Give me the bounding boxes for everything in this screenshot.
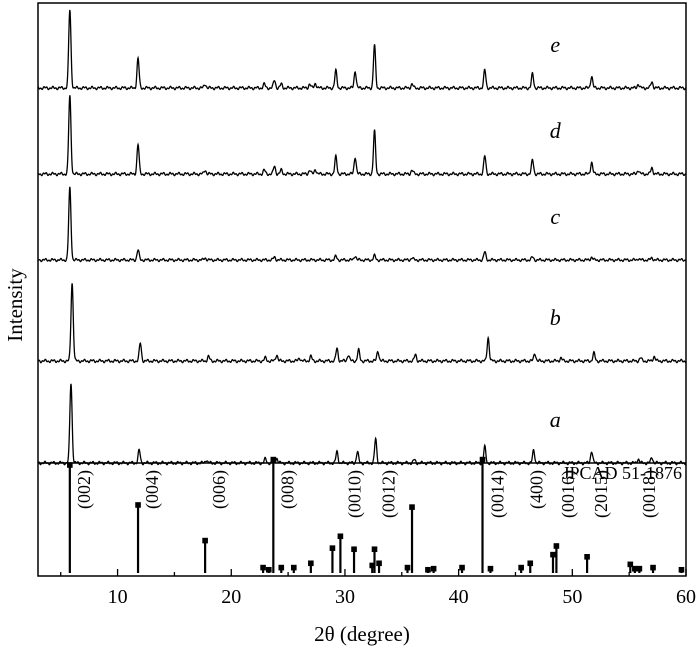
- reference-stick-marker: [650, 564, 656, 571]
- pattern-curves: [37, 9, 687, 466]
- reference-stick-marker: [308, 560, 314, 567]
- reference-stick-marker: [636, 565, 643, 572]
- reference-stick-marker: [518, 564, 524, 571]
- pattern-label-e: e: [550, 32, 560, 57]
- reference-stick-marker: [369, 562, 376, 569]
- reference-stick-marker: [371, 546, 378, 553]
- hkl-label: (0016): [558, 470, 579, 518]
- reference-stick-marker: [376, 560, 382, 567]
- reference-stick-marker: [459, 564, 465, 571]
- reference-stick-marker: [632, 565, 638, 572]
- x-tick-label: 10: [108, 586, 128, 608]
- hkl-label: (0010): [344, 470, 365, 518]
- reference-stick-marker: [67, 462, 73, 468]
- reference-stick-marker: [425, 566, 431, 573]
- reference-stick-marker: [627, 561, 634, 568]
- pattern-label-d: d: [550, 118, 562, 143]
- reference-stick-marker: [553, 543, 560, 549]
- plot-frame: [37, 2, 687, 577]
- y-axis-title: Intensity: [3, 268, 27, 342]
- hkl-label: (004): [142, 470, 163, 509]
- reference-stick-marker: [265, 566, 272, 573]
- pattern-label-b: b: [550, 305, 561, 330]
- reference-stick-marker: [527, 560, 534, 567]
- reference-stick-marker: [487, 565, 494, 572]
- reference-stick-marker: [260, 564, 266, 571]
- reference-stick-marker: [290, 564, 297, 571]
- reference-hkl-labels: (002) (004) (006) (008) (0010) (0012) (0014) (4…: [74, 470, 660, 518]
- hkl-label: (002): [74, 470, 95, 509]
- pattern-curve-d: [37, 95, 687, 177]
- x-axis-title: 2θ (degree): [314, 622, 410, 646]
- reference-stick-marker: [202, 537, 208, 544]
- reference-stick-marker: [479, 456, 486, 463]
- reference-sticks: [67, 456, 685, 573]
- pattern-curve-e: [37, 9, 687, 91]
- pattern-labels: e d c b a: [550, 32, 562, 432]
- reference-stick-marker: [409, 504, 415, 510]
- reference-stick-marker: [404, 564, 411, 571]
- x-tick-label: 40: [449, 586, 469, 608]
- hkl-label: (0018): [639, 470, 660, 518]
- x-tick-label: 50: [562, 586, 582, 608]
- x-tick-label: 60: [676, 586, 696, 608]
- reference-stick-marker: [584, 554, 590, 560]
- reference-stick-marker: [270, 456, 277, 463]
- x-tick-label: 30: [335, 586, 355, 608]
- reference-stick-marker: [430, 565, 437, 572]
- hkl-label: (008): [277, 470, 298, 509]
- x-axis: 10 20 30 40 50 60: [60, 569, 696, 608]
- reference-stick-marker: [550, 551, 556, 558]
- hkl-label: (0014): [488, 470, 509, 518]
- reference-stick-marker: [278, 564, 285, 571]
- pattern-label-c: c: [550, 204, 560, 229]
- pattern-label-a: a: [550, 407, 561, 432]
- reference-stick-marker: [329, 545, 336, 551]
- pattern-curve-c: [37, 186, 687, 263]
- x-tick-label: 20: [221, 586, 241, 608]
- reference-stick-marker: [351, 546, 357, 553]
- hkl-label: (006): [209, 470, 230, 509]
- pattern-curve-b: [37, 283, 687, 364]
- hkl-label: (2015): [591, 470, 612, 518]
- reference-stick-marker: [337, 533, 344, 540]
- pattern-curve-a: [37, 383, 687, 466]
- reference-stick-marker: [135, 502, 141, 508]
- reference-card-label: JPCAD 51-1876: [562, 463, 682, 483]
- hkl-label: (400): [526, 470, 547, 509]
- hkl-label: (0012): [379, 470, 400, 518]
- reference-stick-marker: [678, 566, 685, 573]
